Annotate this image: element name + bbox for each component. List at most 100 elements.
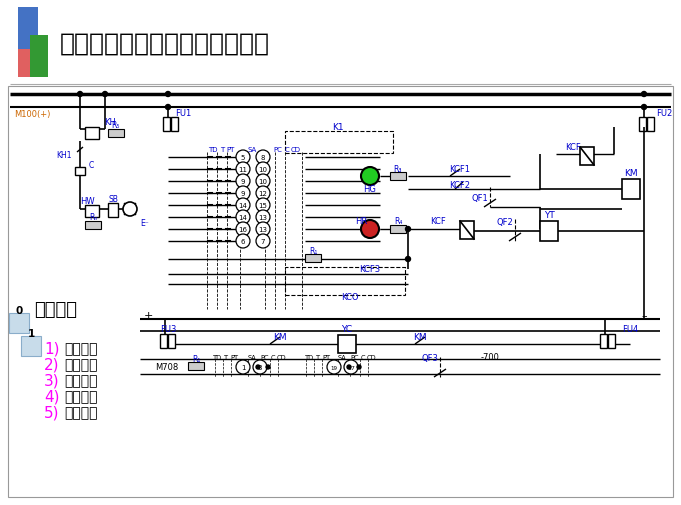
Text: 7: 7 xyxy=(261,238,266,244)
Text: 1: 1 xyxy=(27,328,35,338)
Text: -700: -700 xyxy=(481,353,499,362)
Circle shape xyxy=(357,365,361,369)
Bar xyxy=(647,118,654,132)
Bar xyxy=(160,334,167,348)
Text: 14: 14 xyxy=(238,203,247,209)
Bar xyxy=(305,255,321,263)
Text: PT: PT xyxy=(227,147,235,153)
Bar xyxy=(600,334,607,348)
Text: PC: PC xyxy=(351,355,360,360)
Text: 13: 13 xyxy=(259,215,268,221)
Circle shape xyxy=(642,92,646,97)
Circle shape xyxy=(236,360,250,374)
Circle shape xyxy=(78,92,82,97)
Text: R₄: R₄ xyxy=(394,217,402,226)
Circle shape xyxy=(236,163,250,177)
Text: E⁻: E⁻ xyxy=(140,219,149,228)
Text: 16: 16 xyxy=(238,227,247,232)
Bar xyxy=(622,180,640,199)
Text: T: T xyxy=(224,355,228,360)
Text: M100(+): M100(+) xyxy=(14,109,50,118)
Text: 14: 14 xyxy=(238,215,247,221)
Circle shape xyxy=(256,211,270,225)
Text: PT: PT xyxy=(230,355,238,360)
Circle shape xyxy=(103,92,108,97)
Text: HR: HR xyxy=(355,217,367,226)
Bar xyxy=(163,118,170,132)
Bar xyxy=(460,222,474,239)
Circle shape xyxy=(256,198,270,213)
Text: TD: TD xyxy=(306,355,315,360)
Text: 手动合闸: 手动合闸 xyxy=(64,341,97,356)
Text: QF1: QF1 xyxy=(472,193,488,202)
Bar xyxy=(108,130,124,138)
Text: R₁: R₁ xyxy=(308,246,317,255)
Text: TD: TD xyxy=(208,147,218,153)
Text: 2): 2) xyxy=(44,357,59,372)
Text: 0: 0 xyxy=(16,306,22,316)
Circle shape xyxy=(236,211,250,225)
Circle shape xyxy=(347,365,351,369)
Text: QF3: QF3 xyxy=(422,353,439,362)
Bar xyxy=(108,204,118,218)
Bar xyxy=(390,226,406,233)
Circle shape xyxy=(123,203,137,217)
Text: 5): 5) xyxy=(44,405,59,420)
Text: C: C xyxy=(89,160,94,169)
Text: KCF1: KCF1 xyxy=(449,165,471,174)
Text: 工作过程: 工作过程 xyxy=(34,300,77,318)
FancyBboxPatch shape xyxy=(21,336,41,357)
Text: 自动跳闸: 自动跳闸 xyxy=(64,389,97,403)
Text: KM: KM xyxy=(273,333,287,342)
Bar xyxy=(390,173,406,181)
Circle shape xyxy=(236,234,250,248)
Bar xyxy=(639,118,646,132)
Text: CD: CD xyxy=(276,355,286,360)
Text: YT: YT xyxy=(543,211,554,220)
Text: R₃: R₃ xyxy=(394,164,402,173)
Text: PC: PC xyxy=(261,355,269,360)
Bar xyxy=(30,36,48,78)
Text: 四、灯光监视的断路器控制回路: 四、灯光监视的断路器控制回路 xyxy=(60,32,270,56)
Circle shape xyxy=(236,223,250,236)
Text: 9: 9 xyxy=(241,190,245,196)
Text: 9: 9 xyxy=(241,179,245,185)
Circle shape xyxy=(405,227,411,232)
Text: SA: SA xyxy=(248,355,256,360)
Text: KH: KH xyxy=(104,117,116,126)
Circle shape xyxy=(256,150,270,165)
Text: KCF3: KCF3 xyxy=(360,265,381,274)
Text: 手动跳闸: 手动跳闸 xyxy=(64,358,97,371)
Bar xyxy=(285,132,393,154)
Bar xyxy=(285,268,405,295)
Bar xyxy=(85,206,99,218)
Text: R₁: R₁ xyxy=(192,354,200,363)
Text: 自动合闸: 自动合闸 xyxy=(64,373,97,387)
Text: 17: 17 xyxy=(347,365,355,370)
Text: KCF2: KCF2 xyxy=(449,180,471,189)
Text: PT: PT xyxy=(322,355,330,360)
Text: 1): 1) xyxy=(44,341,59,356)
Circle shape xyxy=(253,360,267,374)
Bar xyxy=(18,8,38,56)
Text: FU2: FU2 xyxy=(656,108,672,117)
Text: 15: 15 xyxy=(259,203,268,209)
Text: 3: 3 xyxy=(257,364,262,370)
Text: 防跳措施: 防跳措施 xyxy=(64,405,97,419)
Text: KCF: KCF xyxy=(430,217,446,226)
Bar xyxy=(75,168,85,176)
Circle shape xyxy=(236,175,250,189)
Bar xyxy=(85,222,101,230)
Circle shape xyxy=(256,365,260,369)
Text: +: + xyxy=(143,311,153,320)
Bar xyxy=(85,128,99,140)
Text: 12: 12 xyxy=(259,190,268,196)
Text: 8: 8 xyxy=(261,155,266,161)
Circle shape xyxy=(361,168,379,186)
Text: KM: KM xyxy=(624,168,638,177)
Text: 1: 1 xyxy=(241,364,245,370)
Text: PC: PC xyxy=(274,147,283,153)
Circle shape xyxy=(266,365,270,369)
Text: 11: 11 xyxy=(238,167,247,173)
Bar xyxy=(540,222,558,241)
